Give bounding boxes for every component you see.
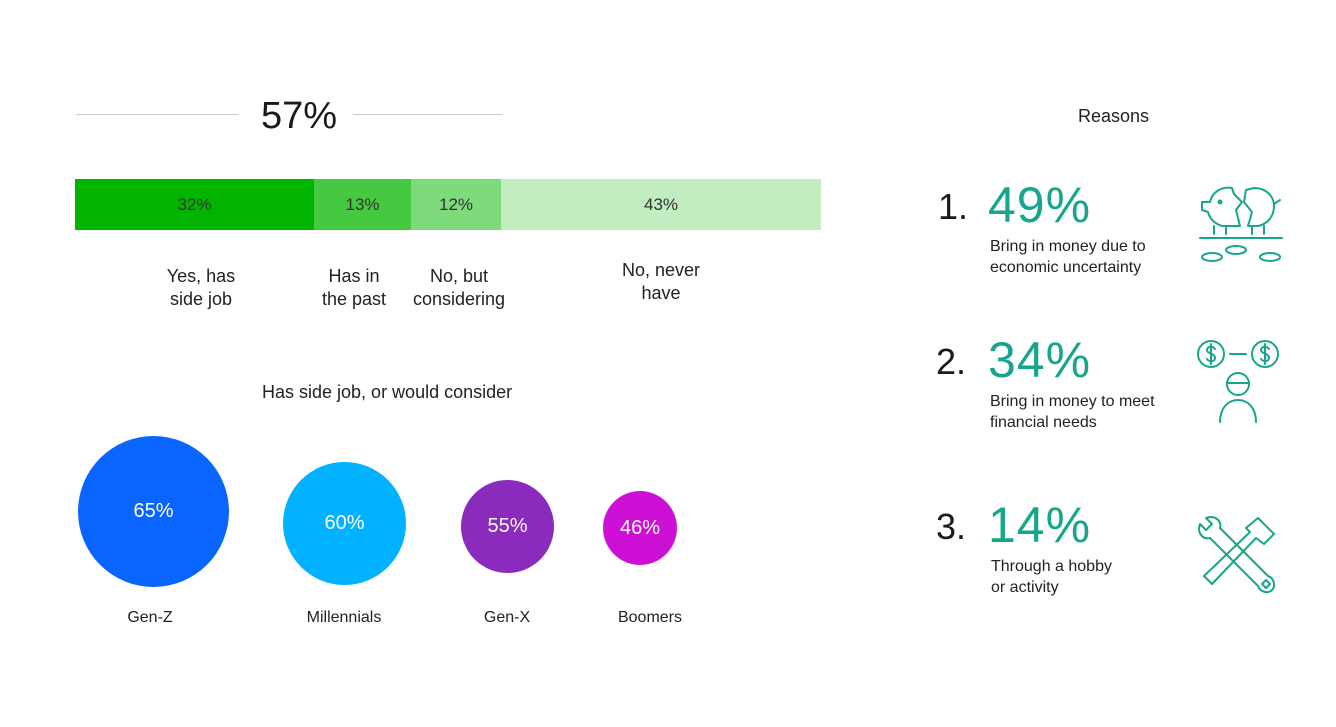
bar-segment-past: 13% bbox=[314, 179, 411, 230]
bar-category-label-considering: No, but considering bbox=[412, 266, 506, 309]
bubble-label-boomers: Boomers bbox=[617, 609, 683, 626]
bar-category-label-never: No, never have bbox=[621, 260, 701, 303]
reason-3-text: Through a hobby or activity bbox=[991, 558, 1112, 596]
reason-2-value: 34% bbox=[988, 332, 1092, 388]
bar-segment-past-value: 13% bbox=[345, 194, 380, 214]
bubble-section-title: Has side job, or would consider bbox=[262, 382, 513, 402]
bar-segment-considering: 12% bbox=[411, 179, 501, 230]
stacked-bar-chart: 32% 13% 12% 43% bbox=[75, 179, 821, 230]
bubble-genz: 65% bbox=[78, 436, 229, 587]
bar-category-label-past: Has in the past bbox=[321, 266, 387, 309]
bar-category-label-yes: Yes, has side job bbox=[166, 266, 236, 309]
reason-1-rank: 1. bbox=[938, 186, 969, 227]
reason-1-value: 49% bbox=[988, 177, 1092, 233]
bar-segment-never: 43% bbox=[501, 179, 821, 230]
reason-3-value: 14% bbox=[988, 497, 1092, 553]
reason-2-rank: 2. bbox=[936, 341, 967, 382]
bar-segment-yes: 32% bbox=[75, 179, 314, 230]
person-money-icon bbox=[1196, 338, 1282, 424]
bar-segment-yes-value: 32% bbox=[177, 194, 212, 214]
bubble-genx-value: 55% bbox=[487, 515, 528, 537]
bubble-boomers-value: 46% bbox=[619, 516, 661, 539]
tools-icon bbox=[1196, 514, 1280, 596]
bubble-label-genz: Gen-Z bbox=[127, 609, 173, 626]
piggy-bank-broken-icon bbox=[1196, 180, 1284, 266]
reason-2-text: Bring in money to meet financial needs bbox=[990, 393, 1155, 431]
bubble-millennials-value: 60% bbox=[324, 512, 365, 534]
bar-segment-considering-value: 12% bbox=[438, 194, 474, 214]
reason-1-text: Bring in money due to economic uncertain… bbox=[990, 238, 1146, 276]
bubble-genx: 55% bbox=[461, 480, 554, 573]
headline-rule-left bbox=[76, 114, 238, 115]
reason-3-rank: 3. bbox=[936, 506, 967, 547]
bubble-label-genx: Gen-X bbox=[483, 609, 531, 626]
headline-value: 57% bbox=[261, 95, 338, 137]
bubble-label-millennials: Millennials bbox=[306, 609, 382, 626]
reasons-title: Reasons bbox=[1078, 106, 1150, 126]
bubble-millennials: 60% bbox=[283, 462, 406, 585]
bar-segment-never-value: 43% bbox=[643, 194, 679, 214]
bubble-genz-value: 65% bbox=[133, 500, 174, 522]
bubble-boomers: 46% bbox=[603, 491, 677, 565]
headline-rule-right bbox=[353, 114, 502, 115]
